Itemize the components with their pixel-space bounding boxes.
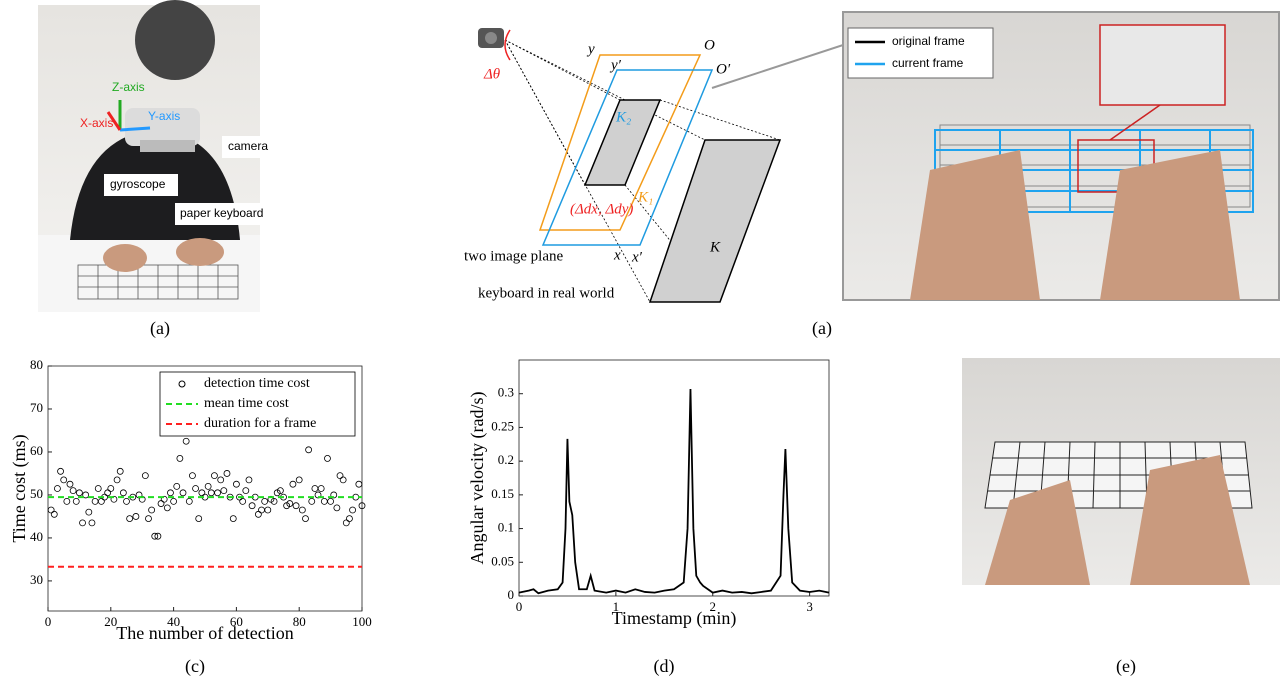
photo-frames: original frame current frame <box>843 12 1279 300</box>
x-tick-label: 0 <box>45 614 52 629</box>
diagram-label: K₂ <box>615 109 631 125</box>
diagram-label: keyboard in real world <box>478 285 615 301</box>
caption: (d) <box>654 656 675 677</box>
photo-e <box>962 358 1280 585</box>
diagram-label: K₁ <box>637 189 653 205</box>
legend-label: original frame <box>892 34 965 48</box>
y-tick-label: 0.25 <box>491 418 514 433</box>
legend-label: current frame <box>892 56 964 70</box>
page: Z-axis X-axis Y-axis camera gyroscope pa… <box>0 0 1281 688</box>
y-tick-label: 80 <box>30 357 43 372</box>
y-axis-label: Angular velocity (rad/s) <box>467 392 488 565</box>
y-tick-label: 0.3 <box>498 385 514 400</box>
axis-label: X-axis <box>80 116 113 130</box>
diagram-label: two image plane <box>464 248 563 264</box>
legend-label: duration for a frame <box>204 416 316 431</box>
axis-label: Z-axis <box>112 80 145 94</box>
y-tick-label: 0 <box>508 587 515 602</box>
y-tick-label: 0.05 <box>491 553 514 568</box>
y-tick-label: 30 <box>30 572 43 587</box>
figure: Z-axis X-axis Y-axis camera gyroscope pa… <box>0 0 1281 688</box>
diagram-label: (Δdx, Δdy) <box>570 201 633 217</box>
diagram-label: y′ <box>609 57 622 73</box>
y-tick-label: 0.2 <box>498 452 514 467</box>
x-tick-label: 0 <box>516 599 523 614</box>
x-tick-label: 100 <box>352 614 372 629</box>
y-tick-label: 40 <box>30 529 43 544</box>
photo-a: Z-axis X-axis Y-axis camera gyroscope pa… <box>38 0 283 312</box>
axis-label: Y-axis <box>148 109 180 123</box>
caption: (a) <box>812 318 832 339</box>
callout: camera <box>228 139 268 153</box>
caption: (a) <box>150 318 170 339</box>
caption: (c) <box>185 656 205 677</box>
diagram-label: Δθ <box>483 66 501 82</box>
legend-label: mean time cost <box>204 396 289 411</box>
callout: gyroscope <box>110 177 166 191</box>
y-axis-label: Time cost (ms) <box>9 434 30 542</box>
diagram-label: O′ <box>716 61 731 77</box>
plot-area <box>519 360 829 596</box>
x-tick-label: 3 <box>806 599 813 614</box>
diagram: y y′ O O′ Δθ K₂ K₁ (Δdx, Δdy) two image … <box>464 28 843 302</box>
y-tick-label: 50 <box>30 486 43 501</box>
y-tick-label: 70 <box>30 400 43 415</box>
legend-label: detection time cost <box>204 376 310 391</box>
callout: paper keyboard <box>180 206 263 220</box>
diagram-label: x <box>613 247 621 263</box>
x-axis-label: The number of detection <box>116 623 293 643</box>
diagram-label: y <box>586 41 595 57</box>
caption: (e) <box>1116 656 1136 677</box>
y-tick-label: 0.1 <box>498 520 514 535</box>
x-tick-label: 80 <box>293 614 306 629</box>
diagram-label: x′ <box>631 249 643 265</box>
y-tick-label: 0.15 <box>491 486 514 501</box>
diagram-label: O <box>704 37 715 53</box>
y-tick-label: 60 <box>30 443 43 458</box>
diagram-label: K <box>709 239 721 255</box>
x-axis-label: Timestamp (min) <box>612 608 737 629</box>
